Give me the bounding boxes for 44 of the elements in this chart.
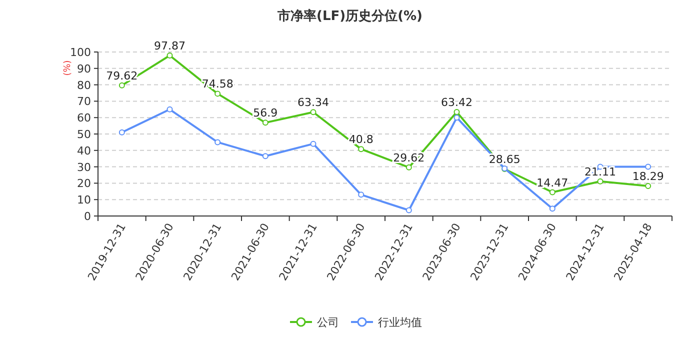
point bbox=[118, 82, 125, 88]
point bbox=[358, 146, 364, 152]
y-tick-label: 10 bbox=[77, 194, 91, 207]
point bbox=[310, 140, 316, 147]
data-label: 14.47 bbox=[536, 176, 568, 190]
data-label: 63.34 bbox=[298, 96, 329, 110]
point bbox=[358, 192, 364, 198]
point bbox=[166, 106, 173, 112]
data-label: 56.9 bbox=[253, 106, 278, 120]
point bbox=[549, 189, 556, 196]
y-tick-label: 0 bbox=[84, 210, 91, 223]
point bbox=[262, 120, 268, 126]
point bbox=[406, 164, 412, 170]
point bbox=[454, 114, 460, 121]
point bbox=[166, 52, 173, 58]
y-tick-label: 30 bbox=[77, 160, 91, 174]
data-label: 97.87 bbox=[154, 39, 186, 52]
y-tick-label: 70 bbox=[77, 95, 91, 108]
legend-label: 公司 bbox=[317, 316, 339, 329]
data-label: 40.8 bbox=[348, 133, 374, 146]
point bbox=[645, 164, 652, 170]
point bbox=[262, 153, 268, 160]
y-tick-label: 20 bbox=[77, 177, 91, 190]
point bbox=[214, 90, 221, 97]
point bbox=[310, 109, 316, 116]
point bbox=[118, 129, 125, 136]
y-tick-label: 40 bbox=[77, 144, 91, 158]
point bbox=[645, 183, 652, 190]
point bbox=[597, 178, 604, 184]
point bbox=[549, 206, 556, 212]
y-tick-label: 80 bbox=[77, 78, 91, 92]
y-axis-title: (%) bbox=[63, 60, 73, 76]
data-label: 63.42 bbox=[441, 96, 472, 109]
point bbox=[454, 108, 460, 115]
y-tick-label: 50 bbox=[77, 128, 91, 141]
chart-title: 市净率(LF)历史分位(%) bbox=[276, 8, 422, 24]
point bbox=[214, 139, 221, 146]
y-tick-label: 100 bbox=[70, 46, 91, 59]
legend-label: 行业均值 bbox=[378, 316, 422, 329]
y-tick-label: 90 bbox=[77, 62, 91, 76]
y-tick-label: 60 bbox=[77, 112, 91, 125]
data-label: 79.62 bbox=[106, 69, 138, 82]
data-label: 18.29 bbox=[632, 170, 664, 184]
point bbox=[406, 207, 412, 214]
